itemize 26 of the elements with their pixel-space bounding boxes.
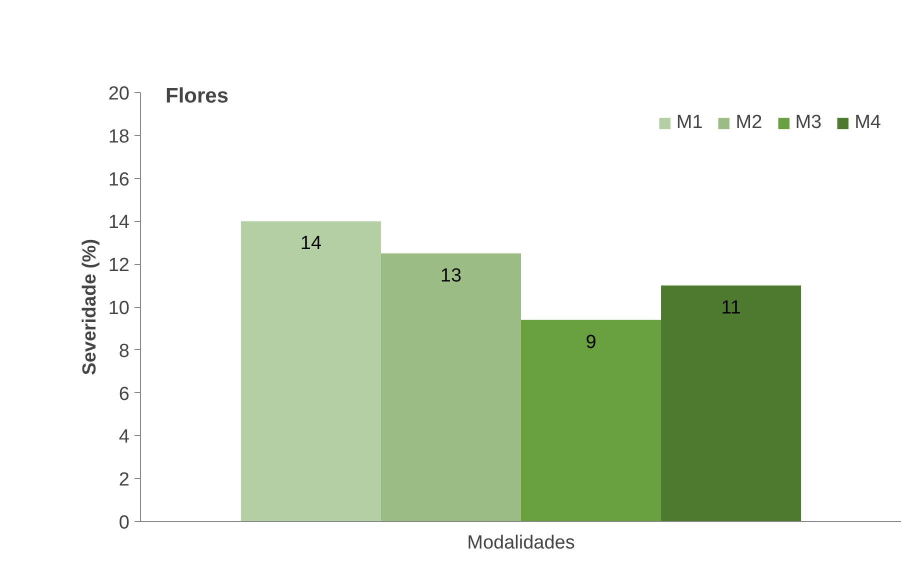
- legend-label: M1: [676, 112, 703, 134]
- data-label: 9: [586, 332, 596, 353]
- y-tick-label: 0: [118, 512, 130, 534]
- legend-label: M3: [795, 112, 822, 134]
- y-tick-label: 8: [118, 340, 130, 362]
- y-tick-label: 6: [118, 384, 130, 405]
- legend-label: M4: [854, 112, 881, 134]
- bar: [240, 221, 381, 522]
- bar: [521, 320, 662, 522]
- y-tick-label: 20: [108, 84, 130, 104]
- y-axis-title: Severidade (%): [79, 238, 100, 376]
- y-tick-label: 4: [118, 426, 130, 448]
- legend-label: M2: [736, 112, 762, 134]
- y-tick-label: 10: [108, 298, 130, 319]
- y-tick-label: 12: [108, 255, 130, 276]
- y-tick-label: 14: [108, 212, 130, 234]
- data-label: 11: [721, 298, 741, 319]
- y-tick-label: 18: [108, 126, 130, 148]
- data-label: 13: [440, 265, 462, 286]
- y-tick-label: 2: [118, 470, 130, 491]
- chart-title: Flores: [166, 84, 229, 108]
- bar: [661, 286, 802, 522]
- y-tick-label: 16: [108, 169, 130, 190]
- x-axis-title: Modalidades: [467, 532, 575, 554]
- data-label: 14: [300, 233, 322, 254]
- bar: [380, 253, 521, 522]
